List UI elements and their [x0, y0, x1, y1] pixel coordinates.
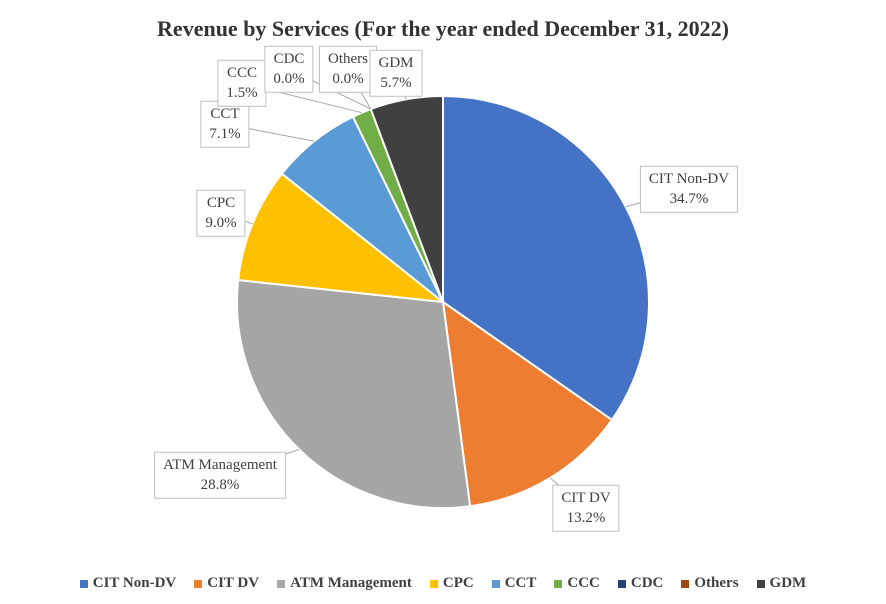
pie-callout-cdc: CDC 0.0% [264, 45, 314, 93]
callout-category: ATM Management [163, 456, 277, 473]
legend-marker-cit-non-dv [79, 579, 88, 588]
pie-callout-atm-management: ATM Management 28.8% [154, 451, 286, 499]
callout-category: GDM [378, 54, 414, 71]
legend-marker-ccc [554, 579, 563, 588]
legend-marker-gdm [756, 579, 765, 588]
callout-value: 13.2% [566, 510, 606, 526]
legend-item-gdm: GDM [756, 575, 807, 592]
legend-item-cct: CCT [491, 575, 537, 592]
legend-label: Others [694, 575, 739, 591]
legend-marker-cdc [617, 579, 626, 588]
legend-marker-cit-dv [194, 579, 203, 588]
callout-value: 9.0% [205, 215, 237, 231]
callout-category: CPC [206, 194, 236, 211]
callout-value: 0.0% [273, 71, 305, 87]
callout-value: 1.5% [226, 85, 258, 101]
legend-item-cdc: CDC [617, 575, 664, 592]
legend-item-atm-management: ATM Management [277, 575, 412, 592]
callout-category: Others [328, 50, 368, 67]
legend-label: CDC [630, 575, 664, 591]
legend-item-cit-non-dv: CIT Non-DV [79, 575, 177, 592]
legend-label: GDM [769, 575, 807, 591]
callout-category: CCT [210, 105, 240, 122]
pie-callout-cct: CCT 7.1% [200, 100, 250, 148]
legend-label: CPC [442, 575, 474, 591]
pie-callout-cpc: CPC 9.0% [196, 189, 246, 237]
callout-value: 5.7% [380, 75, 412, 91]
pie-slice-cit-dv [442, 301, 613, 508]
legend-marker-cct [491, 579, 500, 588]
callout-value: 0.0% [332, 71, 364, 87]
pie-callout-cit-non-dv: CIT Non-DV 34.7% [639, 165, 739, 213]
callout-value: 34.7% [669, 191, 709, 207]
pie-callout-others: Others 0.0% [319, 45, 377, 93]
legend-label: CCC [567, 575, 600, 591]
legend-label: CCT [504, 575, 537, 591]
pie-callout-ccc: CCC 1.5% [217, 59, 267, 107]
legend-label: CIT DV [207, 575, 260, 591]
pie-callout-cit-dv: CIT DV 13.2% [552, 484, 620, 532]
pie-slice-cit-non-dv [442, 95, 650, 421]
callout-category: CIT DV [561, 489, 611, 506]
legend-label: ATM Management [290, 575, 412, 591]
legend-label: CIT Non-DV [92, 575, 177, 591]
legend-marker-atm-management [277, 579, 286, 588]
pie-callout-gdm: GDM 5.7% [369, 49, 423, 97]
legend-item-cit-dv: CIT DV [194, 575, 259, 592]
pie-slice-cpc [237, 172, 444, 303]
callout-value: 28.8% [200, 477, 240, 493]
chart-legend: CIT Non-DV CIT DV ATM Management CPC CCT CCC C… [0, 575, 886, 592]
legend-item-ccc: CCC [554, 575, 600, 592]
chart-title: Revenue by Services (For the year ended … [157, 16, 729, 41]
callout-category: CCC [226, 64, 257, 81]
callout-value: 7.1% [209, 126, 241, 142]
legend-marker-others [681, 579, 690, 588]
legend-marker-cpc [429, 579, 438, 588]
callout-category: CDC [273, 50, 305, 67]
legend-item-cpc: CPC [429, 575, 474, 592]
callout-category: CIT Non-DV [648, 170, 730, 187]
legend-item-others: Others [681, 575, 739, 592]
